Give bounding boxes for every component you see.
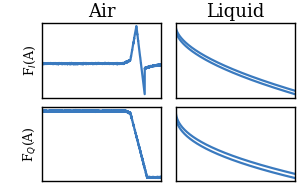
- Y-axis label: F$_I$(A): F$_I$(A): [23, 44, 38, 76]
- Title: Liquid: Liquid: [206, 3, 265, 21]
- Title: Air: Air: [88, 3, 116, 21]
- Y-axis label: F$_Q$(A): F$_Q$(A): [21, 126, 38, 162]
